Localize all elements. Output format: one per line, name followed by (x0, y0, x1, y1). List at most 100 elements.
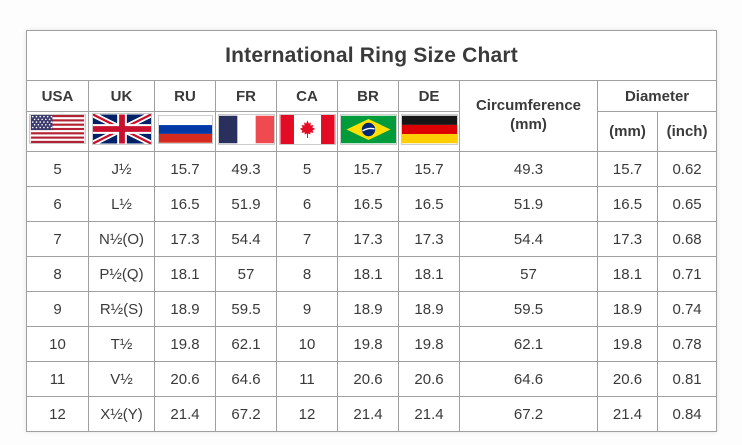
col-header-de: DE (398, 80, 460, 112)
cell-de: 17.3 (398, 221, 460, 257)
col-header-usa: USA (26, 80, 89, 112)
uk-flag-icon (91, 113, 152, 145)
cell-br: 20.6 (337, 361, 399, 397)
cell-br: 17.3 (337, 221, 399, 257)
title-row: International Ring Size Chart (25, 30, 718, 81)
flag-cell-usa (26, 111, 89, 152)
cell-ru: 18.9 (154, 291, 216, 327)
cell-ca: 7 (276, 221, 338, 257)
cell-diameter-inch: 0.78 (656, 326, 718, 362)
cell-fr: 57 (215, 256, 277, 292)
table-row: 11 V½ 20.6 64.6 11 20.6 20.6 64.6 20.6 0.81 (26, 361, 718, 397)
cell-ca: 10 (276, 326, 338, 362)
cell-br: 15.7 (337, 151, 399, 187)
page-title: International Ring Size Chart (25, 30, 718, 81)
cell-de: 20.6 (398, 361, 460, 397)
cell-usa: 10 (26, 326, 89, 362)
flag-cell-ca (276, 111, 338, 152)
cell-usa: 11 (26, 361, 89, 397)
cell-circumference: 54.4 (459, 221, 598, 257)
diameter-mm-header: (mm) (597, 111, 658, 152)
cell-ca: 11 (276, 361, 338, 397)
russia-flag-icon (157, 114, 213, 144)
diameter-inch-header: (inch) (656, 111, 718, 152)
cell-fr: 62.1 (215, 326, 277, 362)
cell-de: 21.4 (398, 396, 460, 432)
flag-cell-de (398, 111, 460, 152)
cell-diameter-inch: 0.62 (656, 151, 718, 187)
canada-flag-icon (278, 113, 336, 145)
cell-fr: 54.4 (215, 221, 277, 257)
cell-diameter-mm: 21.4 (597, 396, 658, 432)
col-header-uk: UK (88, 80, 155, 112)
cell-br: 18.9 (337, 291, 399, 327)
cell-br: 19.8 (337, 326, 399, 362)
table-row: 8 P½(Q) 18.1 57 8 18.1 18.1 57 18.1 0.71 (26, 256, 718, 292)
cell-ru: 15.7 (154, 151, 216, 187)
cell-uk: J½ (88, 151, 155, 187)
cell-usa: 5 (26, 151, 89, 187)
cell-de: 18.1 (398, 256, 460, 292)
cell-usa: 9 (26, 291, 89, 327)
cell-fr: 49.3 (215, 151, 277, 187)
cell-diameter-mm: 16.5 (597, 186, 658, 222)
cell-br: 16.5 (337, 186, 399, 222)
cell-usa: 6 (26, 186, 89, 222)
cell-br: 21.4 (337, 396, 399, 432)
cell-uk: T½ (88, 326, 155, 362)
ring-size-table: International Ring Size Chart USA UK RU … (25, 30, 718, 432)
cell-diameter-mm: 17.3 (597, 221, 658, 257)
cell-ca: 5 (276, 151, 338, 187)
col-header-circumference: Circumference (mm) (459, 80, 598, 152)
table-row: 12 X½(Y) 21.4 67.2 12 21.4 21.4 67.2 21.4 0.84 (26, 396, 718, 432)
circumference-unit: (mm) (510, 116, 547, 133)
cell-uk: X½(Y) (88, 396, 155, 432)
cell-usa: 7 (26, 221, 89, 257)
cell-uk: L½ (88, 186, 155, 222)
col-header-ca: CA (276, 80, 338, 112)
col-header-fr: FR (215, 80, 277, 112)
us-flag-icon (29, 114, 86, 144)
cell-fr: 67.2 (215, 396, 277, 432)
cell-diameter-inch: 0.68 (656, 221, 718, 257)
cell-de: 15.7 (398, 151, 460, 187)
cell-ru: 19.8 (154, 326, 216, 362)
cell-diameter-mm: 15.7 (597, 151, 658, 187)
cell-diameter-inch: 0.74 (656, 291, 718, 327)
col-header-diameter: Diameter (596, 80, 718, 112)
cell-circumference: 67.2 (459, 396, 598, 432)
cell-ru: 21.4 (154, 396, 216, 432)
cell-ca: 6 (276, 186, 338, 222)
cell-usa: 8 (26, 256, 89, 292)
cell-diameter-inch: 0.84 (656, 396, 718, 432)
circumference-label: Circumference (475, 97, 582, 115)
col-header-br: BR (337, 80, 399, 112)
cell-diameter-inch: 0.81 (656, 361, 718, 397)
flag-cell-fr (215, 111, 277, 152)
cell-circumference: 62.1 (459, 326, 598, 362)
cell-ca: 9 (276, 291, 338, 327)
cell-circumference: 57 (459, 256, 598, 292)
cell-diameter-mm: 18.9 (597, 291, 658, 327)
cell-ru: 20.6 (154, 361, 216, 397)
table-row: 5 J½ 15.7 49.3 5 15.7 15.7 49.3 15.7 0.62 (26, 151, 718, 187)
cell-diameter-inch: 0.65 (656, 186, 718, 222)
cell-diameter-mm: 20.6 (597, 361, 658, 397)
table-row: 6 L½ 16.5 51.9 6 16.5 16.5 51.9 16.5 0.65 (26, 186, 718, 222)
flag-row: (mm) (inch) (26, 111, 718, 152)
cell-circumference: 49.3 (459, 151, 598, 187)
cell-br: 18.1 (337, 256, 399, 292)
table-row: 10 T½ 19.8 62.1 10 19.8 19.8 62.1 19.8 0.78 (26, 326, 718, 362)
table-row: 7 N½(O) 17.3 54.4 7 17.3 17.3 54.4 17.3 0.68 (26, 221, 718, 257)
cell-fr: 51.9 (215, 186, 277, 222)
germany-flag-icon (400, 113, 458, 145)
cell-ca: 8 (276, 256, 338, 292)
cell-ru: 18.1 (154, 256, 216, 292)
cell-uk: P½(Q) (88, 256, 155, 292)
cell-de: 16.5 (398, 186, 460, 222)
cell-ca: 12 (276, 396, 338, 432)
cell-circumference: 59.5 (459, 291, 598, 327)
cell-fr: 59.5 (215, 291, 277, 327)
france-flag-icon (217, 113, 275, 145)
